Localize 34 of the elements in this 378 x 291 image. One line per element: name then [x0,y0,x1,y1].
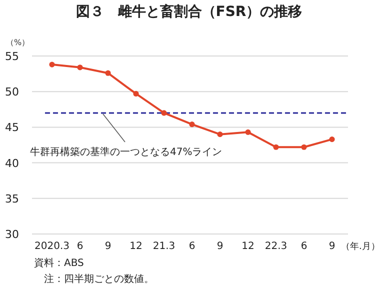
y-tick-label: 30 [5,228,19,241]
x-tick-label: 22.3 [264,241,288,252]
y-tick-label: 45 [5,121,19,134]
x-tick-label: 21.3 [152,241,176,252]
point [329,136,335,142]
point [49,62,55,68]
x-tick-label: 9 [104,241,112,252]
x-tick-label: 9 [328,241,336,252]
point [77,64,83,70]
x-tick-label: 6 [76,241,84,252]
point [189,122,195,128]
point [273,144,279,150]
y-tick-label: 35 [5,192,19,206]
x-axis-title: （年.月） [341,241,378,252]
y-axis-title: （%） [6,38,30,47]
ref-line-label: 牛群再構築の基準の一つとなる47%ライン [30,146,222,158]
point [245,129,251,135]
x-tick-label: 9 [216,241,224,252]
point [301,144,307,150]
x-tick-label: 12 [242,241,254,252]
point [217,132,223,138]
point [161,110,167,116]
x-tick-label: 6 [188,241,196,252]
y-tick-label: 40 [5,156,19,170]
x-tick-label: 6 [300,241,308,252]
text: 資料：ABS [34,257,84,269]
point [105,70,111,76]
point [133,90,139,97]
y-tick-label: 55 [5,50,19,63]
x-tick-label: 2020.3 [34,241,70,252]
text: 注：四半期ごとの数値。 [44,273,154,285]
y-tick-label: 50 [5,86,19,99]
chart-title: 図３ 雌牛と畜割合（FSR）の推移 [76,3,302,20]
x-tick-label: 12 [130,241,142,252]
